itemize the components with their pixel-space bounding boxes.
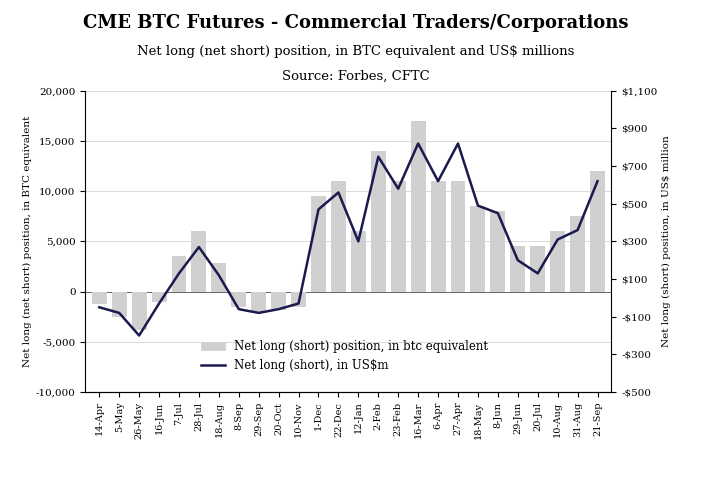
Bar (331, 181, 346, 292)
Text: Source: Forbes, CFTC: Source: Forbes, CFTC (282, 69, 429, 82)
Bar (570, 217, 585, 292)
Bar (231, 292, 246, 307)
Text: Net long (net short) position, in BTC equivalent and US$ millions: Net long (net short) position, in BTC eq… (137, 45, 574, 58)
Bar (590, 171, 605, 292)
Bar (371, 151, 386, 292)
Bar (151, 292, 166, 302)
Bar (411, 121, 426, 292)
Y-axis label: Net long (net short) position, in BTC equivalent: Net long (net short) position, in BTC eq… (23, 116, 31, 367)
Bar (132, 292, 146, 330)
Legend: Net long (short) position, in btc equivalent, Net long (short), in US$m: Net long (short) position, in btc equiva… (196, 336, 493, 377)
Bar (171, 257, 186, 292)
Bar (271, 292, 286, 310)
Bar (491, 211, 506, 292)
Bar (191, 231, 206, 292)
Bar (530, 247, 545, 292)
Bar (471, 206, 486, 292)
Bar (351, 231, 366, 292)
Bar (431, 181, 446, 292)
Bar (311, 196, 326, 292)
Bar (211, 263, 226, 292)
Bar (451, 181, 466, 292)
Bar (510, 247, 525, 292)
Bar (291, 292, 306, 307)
Bar (92, 292, 107, 304)
Y-axis label: Net long (short) position, in US$ million: Net long (short) position, in US$ millio… (662, 136, 671, 347)
Text: CME BTC Futures - Commercial Traders/Corporations: CME BTC Futures - Commercial Traders/Cor… (82, 14, 629, 33)
Bar (251, 292, 266, 312)
Bar (550, 231, 565, 292)
Bar (391, 181, 406, 292)
Bar (112, 292, 127, 317)
